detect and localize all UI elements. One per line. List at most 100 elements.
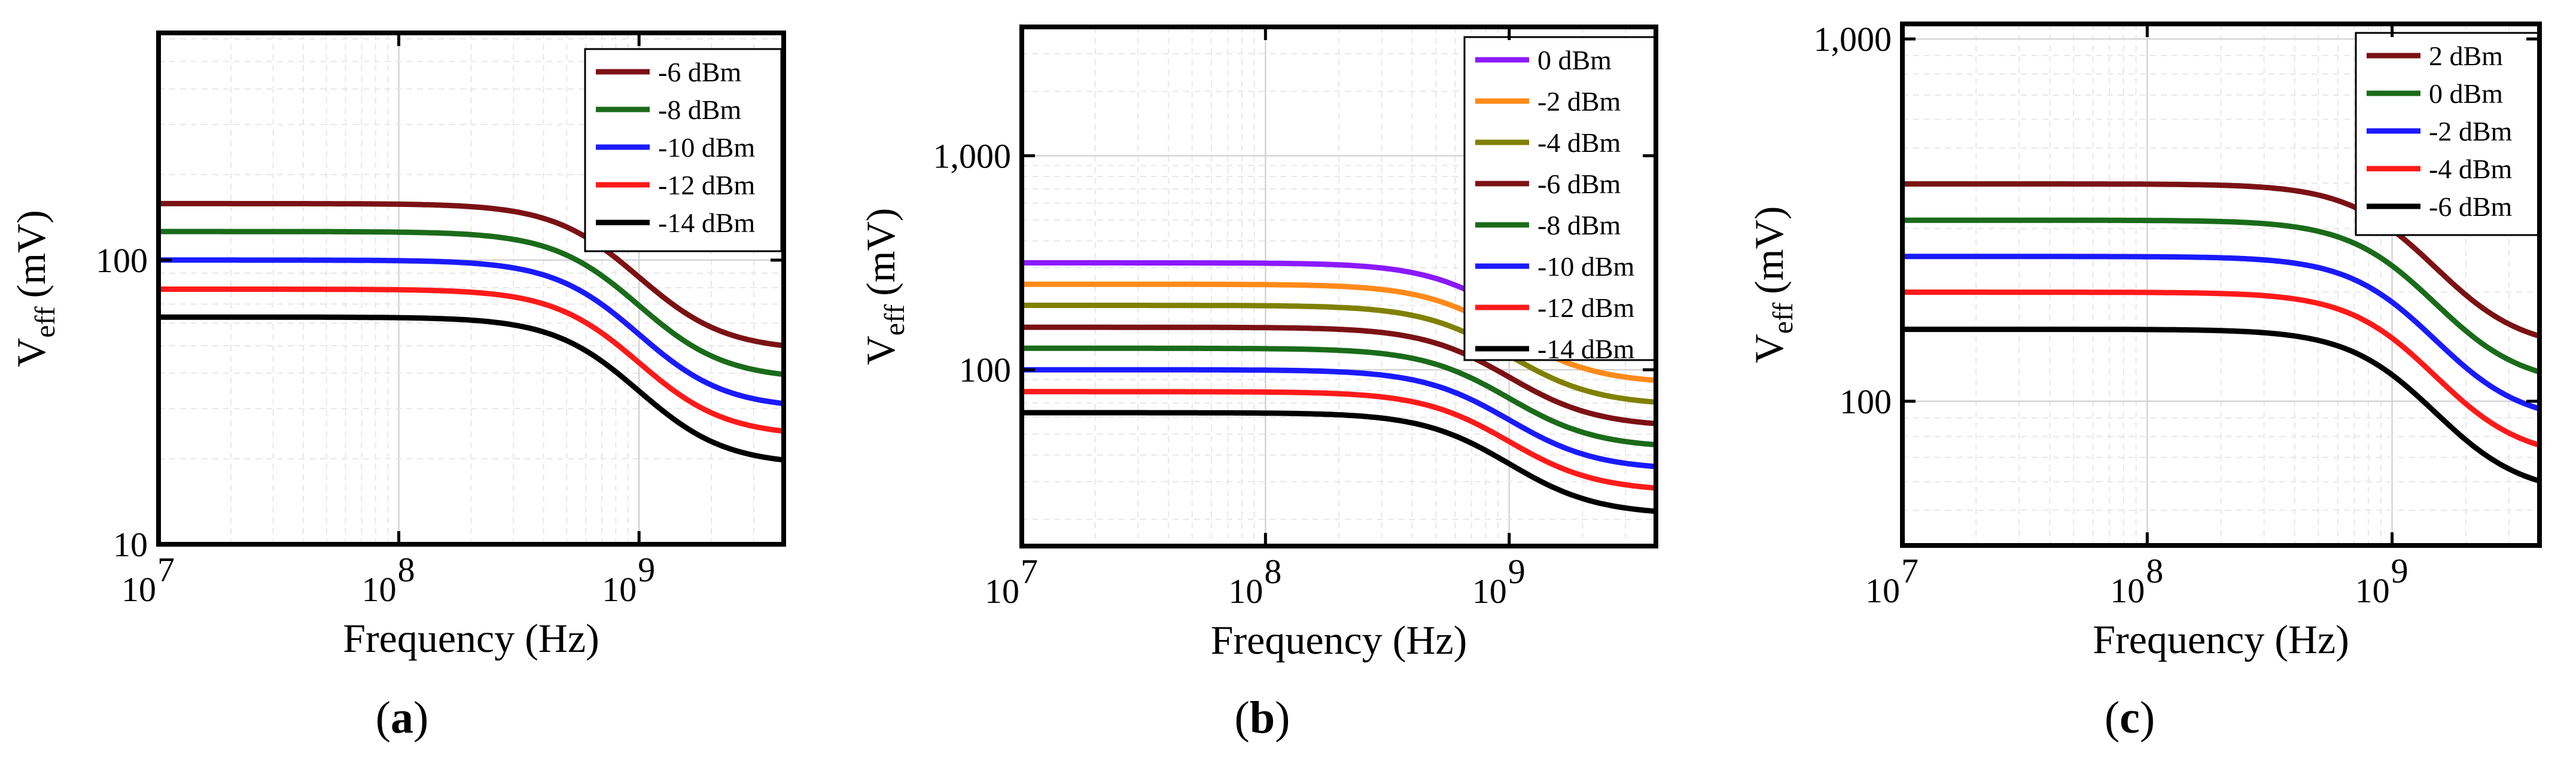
legend: 0 dBm -2 dBm -4 dBm -6 dBm -8 dBm -10 dBm -12 …	[1463, 36, 1657, 364]
x-tick-exponent: 8	[398, 550, 415, 589]
legend-label: 0 dBm	[2429, 78, 2503, 109]
panel-label-letter: a	[391, 693, 413, 743]
legend-label: -2 dBm	[2429, 116, 2513, 147]
x-tick-exponent: 9	[1508, 552, 1525, 591]
series-lines	[1022, 260, 1657, 514]
x-tick-label: 10	[121, 570, 156, 609]
series-line-minus6dBm	[1022, 324, 1657, 426]
y-axis-title-subscript: eff	[1767, 303, 1799, 334]
legend-label: -2 dBm	[1537, 86, 1621, 117]
legend-label: -14 dBm	[658, 208, 756, 238]
y-axis-ticks: 100 1,000	[933, 136, 1656, 389]
x-tick-exponent: 8	[1264, 552, 1281, 591]
panel-label-letter: c	[2120, 693, 2140, 743]
legend-label: 0 dBm	[1537, 45, 1612, 75]
x-tick-exponent: 7	[157, 550, 175, 589]
x-tick-exponent: 9	[638, 550, 655, 589]
panel-label-open: (	[1235, 693, 1250, 743]
y-axis-title-subscript: eff	[879, 304, 911, 336]
x-tick-label: 10	[2110, 571, 2145, 610]
legend-label: -12 dBm	[1537, 292, 1635, 323]
plot-frame	[156, 31, 786, 547]
y-axis-title-unit: (mV)	[8, 210, 54, 298]
y-axis-title-main: V	[1746, 334, 1792, 363]
series-line-minus14dBm	[159, 314, 784, 463]
y-tick-label: 10	[113, 525, 148, 564]
legend-box	[2355, 32, 2540, 236]
y-axis-title-subscript: eff	[29, 306, 61, 337]
series-line-2dBm	[1902, 181, 2541, 339]
chart-panel-b: 0 dBm -2 dBm -4 dBm -6 dBm -8 dBm -10 dBm -12 …	[858, 25, 1658, 743]
x-tick-label: 10	[985, 572, 1019, 611]
y-axis-title-main: V	[858, 336, 903, 365]
legend: -6 dBm -8 dBm -10 dBm -12 dBm -14 dBm	[584, 48, 782, 252]
x-axis-title: Frequency (Hz)	[1211, 617, 1467, 663]
plot-frame	[1019, 25, 1658, 548]
series-line-minus8dBm	[1022, 345, 1657, 448]
series-line-minus6dBm	[1902, 327, 2541, 484]
series-line-minus4dBm	[1902, 289, 2541, 448]
legend-label: -6 dBm	[2429, 191, 2513, 222]
x-tick-exponent: 9	[2391, 551, 2408, 590]
y-axis-title-main: V	[8, 338, 54, 367]
legend-label: -14 dBm	[1537, 334, 1635, 364]
x-tick-label: 10	[602, 570, 637, 609]
y-tick-label: 100	[96, 241, 148, 280]
legend-label: -6 dBm	[1537, 169, 1621, 199]
y-tick-label: 1,000	[933, 136, 1012, 175]
y-axis-title-unit: (mV)	[1746, 206, 1792, 294]
legend-label: -10 dBm	[1537, 251, 1635, 282]
panel-label-close: )	[1275, 693, 1290, 743]
x-tick-label: 10	[1228, 572, 1263, 611]
series-line-minus14dBm	[1022, 410, 1657, 514]
y-axis-ticks: 10 100	[96, 241, 784, 564]
series-line-minus12dBm	[159, 286, 784, 434]
legend-label: -10 dBm	[658, 132, 756, 163]
legend-label: -8 dBm	[1537, 210, 1621, 240]
series-line-minus12dBm	[1022, 389, 1657, 491]
legend-label: -4 dBm	[2429, 154, 2513, 184]
chart-panel-a: -6 dBm-8 dBm-10 dBm-12 dBm-14 dBm1071081…	[8, 31, 786, 743]
y-axis-title: Veff (mV)	[858, 208, 911, 365]
series-line-minus10dBm	[1022, 367, 1657, 470]
legend-label: 2 dBm	[2429, 41, 2503, 71]
series-line-minus10dBm	[159, 257, 784, 407]
y-axis-title-unit: (mV)	[858, 208, 903, 296]
x-tick-exponent: 7	[1901, 551, 1919, 590]
series-line-minus4dBm	[1022, 303, 1657, 405]
series-line-minus2dBm	[1902, 254, 2541, 411]
x-axis-title: Frequency (Hz)	[2093, 617, 2349, 662]
x-tick-label: 10	[362, 570, 397, 609]
series-line-0dBm	[1902, 217, 2541, 375]
series-line-minus6dBm	[159, 200, 784, 349]
y-axis-title: Veff (mV)	[1746, 206, 1799, 364]
y-tick-label: 100	[959, 350, 1011, 389]
x-tick-label: 10	[1865, 571, 1900, 610]
y-tick-label: 100	[1840, 382, 1892, 421]
y-axis-title: Veff (mV)	[8, 210, 61, 367]
y-axis-ticks: 100 1,000	[1814, 20, 2540, 421]
plot-frame	[1900, 22, 2542, 548]
legend-label: -4 dBm	[1537, 127, 1621, 158]
x-tick-exponent: 8	[2146, 551, 2163, 590]
legend-box	[584, 48, 782, 252]
legend-label: -8 dBm	[658, 95, 742, 125]
x-tick-label: 10	[2355, 571, 2390, 610]
y-tick-label: 1,000	[1814, 20, 1892, 59]
panel-label-open: (	[2105, 693, 2120, 743]
series-lines	[1902, 181, 2541, 484]
x-tick-label: 10	[1472, 572, 1507, 611]
panel-label: (b)	[1235, 693, 1290, 743]
x-axis-title: Frequency (Hz)	[343, 615, 599, 661]
panel-label: (a)	[376, 693, 429, 743]
legend-label: -6 dBm	[658, 57, 742, 87]
panel-label-open: (	[376, 693, 391, 743]
panel-label: (c)	[2105, 693, 2155, 743]
panel-label-letter: b	[1250, 693, 1275, 743]
panel-label-close: )	[413, 693, 428, 743]
series-line-minus8dBm	[159, 228, 784, 377]
